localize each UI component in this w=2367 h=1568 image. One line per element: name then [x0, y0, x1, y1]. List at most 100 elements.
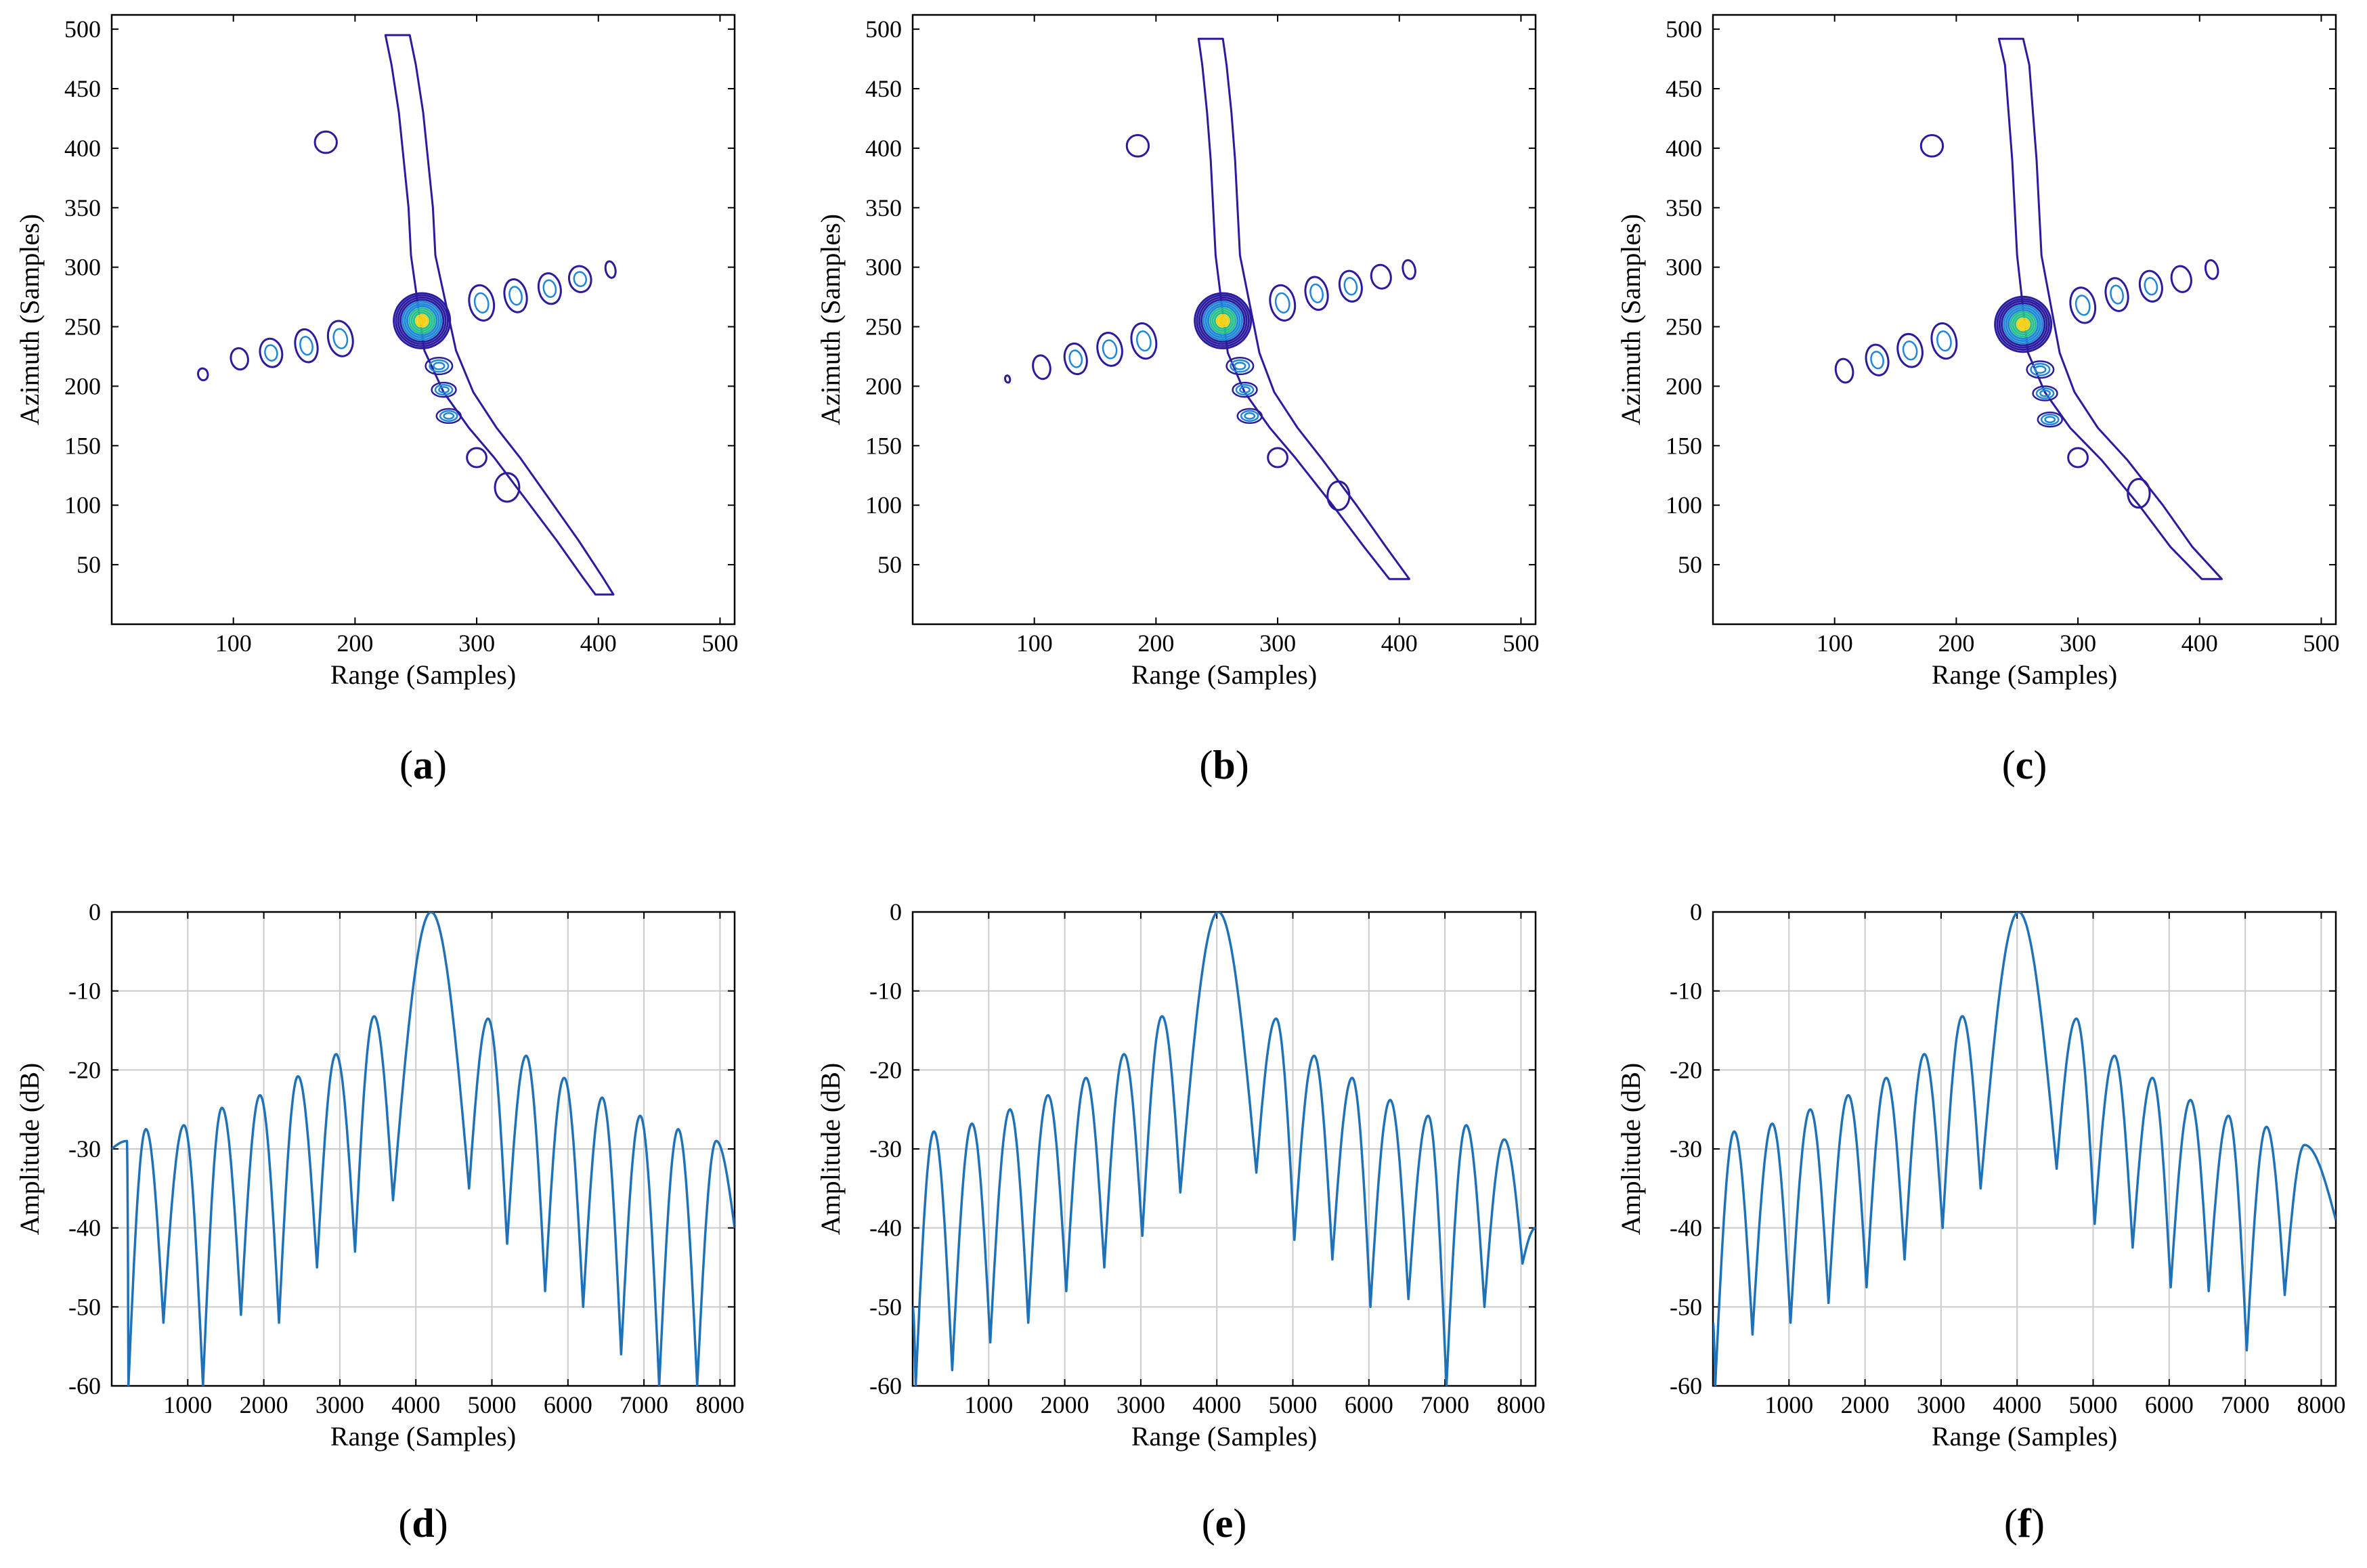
range-sidelobe-contour — [503, 278, 528, 313]
x-tick-label: 3000 — [316, 1391, 364, 1418]
y-tick-label: -40 — [68, 1215, 101, 1242]
line-plot-area — [112, 912, 735, 1386]
island-contour — [1125, 134, 1150, 158]
y-tick-label: 0 — [1690, 898, 1702, 925]
x-tick-label: 100 — [1817, 630, 1853, 657]
x-tick-label: 100 — [1016, 630, 1053, 657]
secondary-lobe-contour — [443, 412, 455, 420]
secondary-lobe-contour — [1236, 408, 1263, 424]
range-sidelobe-contour — [468, 284, 496, 322]
main-lobe-contour — [1213, 311, 1232, 330]
main-lobe-contour — [399, 299, 445, 343]
x-tick-label: 500 — [701, 630, 738, 657]
axes-box — [1712, 14, 2337, 626]
range-sidelobe-contour — [1370, 263, 1392, 290]
x-tick-label: 7000 — [2221, 1391, 2270, 1418]
range-sidelobe-contour — [1003, 374, 1012, 384]
line-chart-e: 1000 2000 3000 4000 5000 6000 7000 8000 0 -10 -20 -… — [815, 898, 1545, 1546]
main-lobe-contour — [404, 303, 440, 339]
range-sidelobe-inner-contour — [542, 279, 557, 298]
panel-label: (a) — [399, 743, 447, 787]
secondary-lobe-contour — [1225, 357, 1255, 376]
y-tick-label: 0 — [890, 898, 902, 925]
y-tick-label: 0 — [89, 898, 101, 925]
x-axis-label: Range (Samples) — [1932, 1421, 2117, 1452]
secondary-lobe-contour — [1244, 412, 1256, 420]
y-tick-label: 200 — [64, 372, 101, 399]
main-lobe-contour — [2003, 304, 2044, 345]
secondary-lobe-contour — [434, 384, 454, 396]
x-tick-label: 5000 — [2069, 1391, 2118, 1418]
main-lobe-contour — [2014, 315, 2033, 334]
y-tick-label: 400 — [1666, 135, 1702, 162]
range-sidelobe-contour — [1032, 354, 1051, 380]
main-lobe-contour — [2012, 313, 2035, 336]
y-tick-label: 50 — [1678, 551, 1702, 578]
y-tick-label: -10 — [68, 978, 101, 1005]
secondary-lobe-contour — [435, 408, 462, 424]
main-lobe-contour — [417, 316, 427, 326]
y-tick-label: 450 — [865, 75, 902, 102]
x-tick-label: 3000 — [1116, 1391, 1165, 1418]
x-tick-label: 1000 — [1764, 1391, 1813, 1418]
range-sidelobe-contour — [604, 260, 617, 279]
x-tick-label: 8000 — [1496, 1391, 1545, 1418]
range-sidelobe-contour — [2170, 265, 2192, 293]
amplitude-series-line — [1713, 912, 2336, 1386]
range-sidelobe-inner-contour — [1902, 341, 1918, 361]
y-tick-label: -50 — [68, 1293, 101, 1320]
x-tick-label: 300 — [458, 630, 495, 657]
x-axis-label: Range (Samples) — [330, 1421, 516, 1452]
main-lobe-contour — [1204, 303, 1241, 339]
y-tick-label: -60 — [869, 1372, 902, 1399]
range-sidelobe-inner-contour — [1068, 349, 1083, 368]
contour-chart-a: 100 200 300 400 500 50 100 150 200 250 300 350 400 45… — [14, 14, 738, 787]
line-chart-d: 1000 2000 3000 4000 5000 6000 7000 8000 0 -10 -20 -… — [14, 898, 744, 1546]
range-sidelobe-inner-contour — [1136, 330, 1152, 352]
main-lobe-contour — [401, 301, 443, 341]
y-tick-label: 50 — [877, 551, 902, 578]
y-tick-label: 200 — [1666, 372, 1702, 399]
range-sidelobe-contour — [1834, 357, 1854, 384]
range-sidelobe-contour — [1130, 322, 1158, 360]
main-lobe-contour — [2018, 320, 2028, 329]
main-lobe-contour — [395, 294, 449, 347]
range-sidelobe-contour — [567, 265, 592, 293]
range-sidelobe-contour — [230, 347, 249, 371]
x-tick-label: 300 — [1259, 630, 1296, 657]
x-tick-label: 400 — [2181, 630, 2218, 657]
range-sidelobe-inner-contour — [1102, 339, 1118, 360]
azimuth-sidelobe-contour — [1997, 37, 2223, 580]
island-contour — [1919, 134, 1945, 158]
y-tick-label: 100 — [865, 492, 902, 519]
main-lobe-contour — [410, 309, 433, 332]
main-lobe-contour — [415, 313, 429, 328]
y-tick-label: 150 — [1666, 432, 1702, 459]
y-tick-label: 250 — [64, 313, 101, 341]
x-tick-label: 8000 — [2297, 1391, 2345, 1418]
island-contour — [2067, 447, 2089, 469]
panel-label: (c) — [2002, 743, 2047, 787]
x-axis-label: Range (Samples) — [1131, 1421, 1317, 1452]
x-tick-label: 6000 — [544, 1391, 592, 1418]
contour-plot-area — [1003, 37, 1416, 580]
secondary-lobe-contour — [1230, 359, 1251, 373]
x-tick-label: 7000 — [1420, 1391, 1469, 1418]
y-axis-label: Azimuth (Samples) — [815, 214, 846, 425]
main-lobe-contour — [1202, 301, 1244, 341]
x-tick-label: 4000 — [391, 1391, 440, 1418]
main-lobe-contour — [1207, 305, 1239, 336]
y-tick-label: 500 — [1666, 16, 1702, 43]
y-tick-label: -10 — [869, 978, 902, 1005]
x-axis-label: Range (Samples) — [1932, 659, 2117, 690]
amplitude-series-line — [913, 912, 1536, 1386]
range-sidelobe-contour — [1269, 284, 1297, 322]
range-sidelobe-contour — [2069, 286, 2097, 324]
range-sidelobe-contour — [294, 328, 319, 364]
line-chart-f: 1000 2000 3000 4000 5000 6000 7000 8000 0 -10 -20 -… — [1615, 898, 2345, 1546]
main-lobe-contour — [408, 307, 436, 334]
main-lobe-contour — [406, 305, 438, 336]
secondary-lobe-contour — [2026, 360, 2055, 379]
main-lobe-contour — [1196, 294, 1250, 347]
